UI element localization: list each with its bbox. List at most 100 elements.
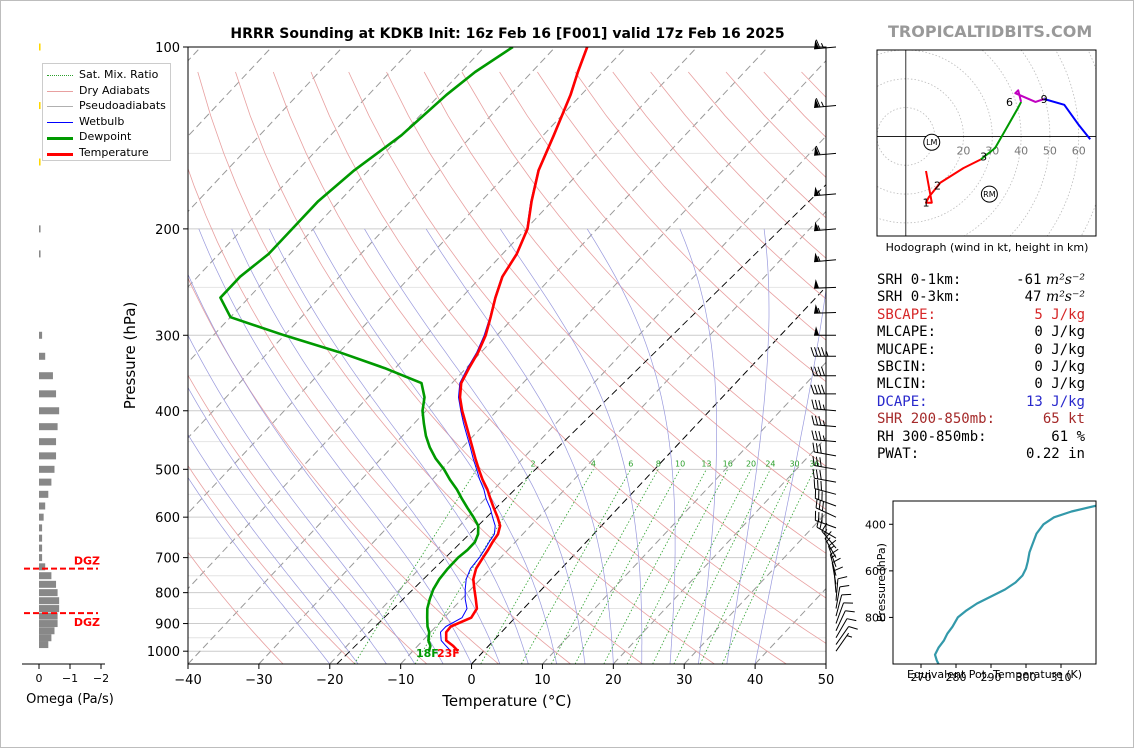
hodograph-height-label: 9	[1041, 93, 1048, 106]
wind-barb	[812, 456, 837, 470]
wind-barb	[813, 304, 837, 314]
index-label: SBCIN:	[877, 358, 928, 375]
barb-flag	[815, 39, 821, 49]
barb-staff	[816, 526, 837, 539]
barb-flag	[817, 366, 822, 376]
index-value-number: 5 J/kg	[1034, 306, 1085, 323]
barb-flag	[812, 468, 815, 479]
barb-flag	[818, 490, 820, 500]
mixing-ratio-label: 8	[656, 459, 661, 468]
index-value: 0 J/kg	[1034, 376, 1085, 392]
theta-e-y-tick-label: 400	[865, 518, 886, 531]
wind-barb	[810, 347, 836, 357]
wind-barb	[828, 539, 837, 567]
omega-bar	[39, 502, 46, 510]
dgz-label: DGZ	[74, 616, 100, 629]
dry-adiabat	[188, 464, 356, 664]
omega-bar	[39, 352, 46, 360]
moist-adiabat	[188, 386, 387, 664]
barb-half-flag	[846, 635, 853, 638]
wind-barb	[814, 252, 837, 263]
hodograph-ring-label: 60	[1072, 144, 1086, 157]
index-value-number: 0 J/kg	[1034, 376, 1085, 393]
mixing-ratio-line	[574, 469, 681, 664]
x-tick-label: 30	[676, 673, 693, 688]
barb-flag	[814, 347, 818, 357]
index-label: MLCIN:	[877, 376, 928, 393]
x-tick-label: 50	[818, 673, 835, 688]
barb-flag	[819, 470, 822, 480]
omega-bar	[39, 572, 52, 580]
y-tick-label: 300	[155, 329, 180, 344]
barb-staff	[814, 259, 837, 263]
legend-item: Dewpoint	[43, 130, 170, 144]
omega-bar	[39, 465, 55, 473]
chart-legend: Sat. Mix. Ratio Dry Adiabats Pseudoadiabat…	[42, 63, 171, 161]
barb-flag	[843, 602, 854, 604]
omega-x-tick-label: −1	[62, 672, 78, 685]
barb-flag	[814, 488, 817, 499]
barb-flag	[814, 430, 819, 441]
omega-bar	[39, 534, 43, 542]
theta-e-line	[933, 504, 1096, 664]
brand-logo-text: TROPICALTIDBITS.COM	[888, 22, 1093, 41]
omega-bar	[39, 438, 57, 446]
barb-staff	[814, 105, 837, 108]
barb-flag	[814, 366, 818, 376]
barb-staff	[814, 46, 837, 50]
barb-flag	[830, 548, 839, 555]
dry-adiabat	[574, 71, 826, 341]
omega-bar	[39, 407, 60, 415]
omega-bar	[39, 580, 57, 588]
y-tick-label: 400	[155, 405, 180, 420]
barb-half-flag	[820, 101, 825, 107]
isotherm	[188, 47, 344, 213]
wind-barb	[813, 279, 837, 289]
moist-adiabat	[586, 228, 676, 664]
index-value-number: 47	[1024, 289, 1042, 306]
wind-barb	[811, 415, 837, 428]
barb-flag	[821, 501, 824, 511]
index-value: 0 J/kg	[1034, 359, 1085, 375]
moist-adiabat	[188, 433, 359, 664]
barb-staff	[835, 578, 839, 601]
barb-flag	[828, 539, 837, 547]
omega-bar	[39, 372, 53, 380]
barb-flag	[813, 479, 816, 489]
temperature-line	[444, 47, 589, 653]
mixing-ratio-label: 20	[746, 459, 756, 468]
hodograph-height-label: 3	[980, 151, 987, 164]
index-value-number: 0 J/kg	[1034, 358, 1085, 375]
barb-half-flag	[817, 256, 821, 262]
wind-barb	[833, 566, 843, 593]
x-tick-label: 20	[605, 673, 622, 688]
barb-half-flag	[817, 307, 821, 314]
barb-flag	[812, 456, 815, 466]
moist-adiabat	[754, 286, 826, 664]
legend-label: Temperature	[79, 145, 149, 159]
legend-swatch	[47, 137, 73, 140]
barb-flag	[815, 98, 821, 108]
mixing-ratio-line	[626, 469, 729, 664]
barb-flag	[819, 519, 823, 530]
barb-flag	[814, 415, 819, 426]
barb-flag	[814, 384, 818, 394]
mixing-ratio-line	[353, 469, 478, 664]
omega-bar	[39, 597, 60, 605]
wind-barb	[835, 576, 848, 601]
barb-pennant	[814, 221, 820, 231]
x-tick-label: 0	[467, 673, 475, 688]
index-value: 47 m²s⁻²	[1025, 289, 1085, 305]
legend-swatch	[47, 75, 73, 76]
index-value-number: 65 kt	[1042, 411, 1085, 428]
hodograph-trace	[1014, 89, 1045, 103]
mixing-ratio-line	[414, 469, 534, 664]
omega-bar	[39, 43, 41, 51]
isotherm	[329, 135, 826, 664]
wind-barb	[824, 531, 837, 558]
barb-staff	[833, 570, 837, 593]
barb-flag	[812, 442, 815, 453]
barb-staff	[814, 152, 837, 156]
wind-barb	[814, 221, 837, 232]
